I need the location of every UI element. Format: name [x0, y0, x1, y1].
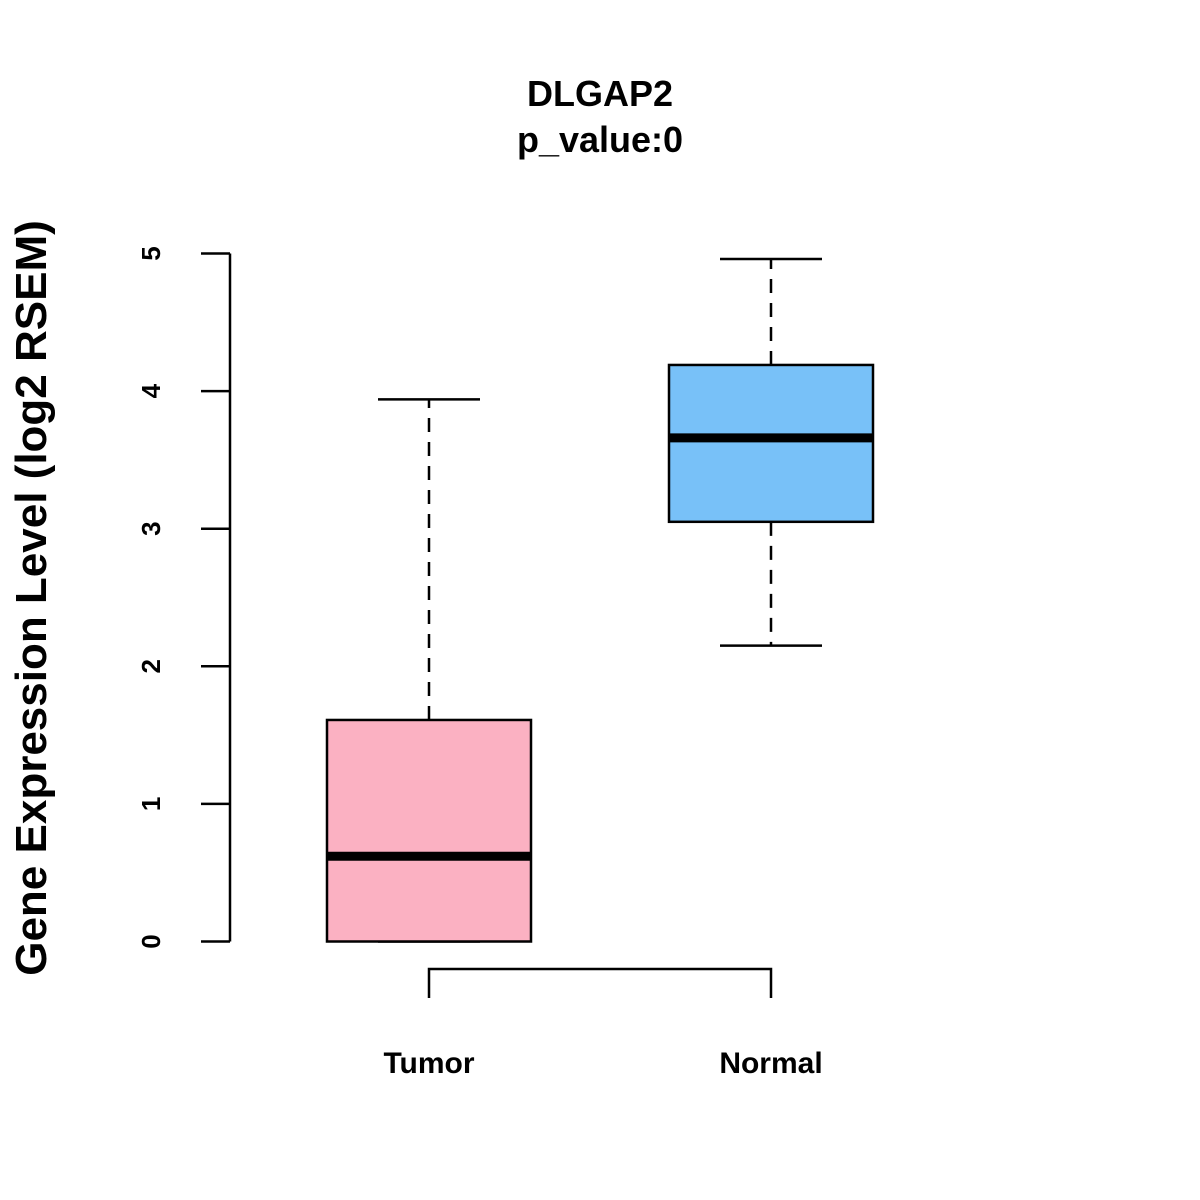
y-tick-label-4: 4: [136, 383, 166, 398]
y-tick-label-0: 0: [136, 934, 166, 948]
normal-box-group: [667, 257, 875, 647]
boxes-group: [325, 257, 875, 943]
y-tick-label-2: 2: [136, 659, 166, 673]
tumor-box-group: [325, 398, 533, 943]
y-tick-label-5: 5: [136, 246, 166, 260]
y-axis-label: Gene Expression Level (log2 RSEM): [7, 220, 56, 976]
chart-subtitle: p_value:0: [517, 119, 683, 160]
x-tick-label-normal: Normal: [719, 1047, 822, 1080]
chart-title: DLGAP2: [527, 73, 673, 114]
normal-box: [667, 363, 875, 524]
x-tick-label-tumor: Tumor: [383, 1047, 474, 1080]
y-tick-label-1: 1: [136, 797, 166, 811]
bracket-line: [427, 967, 773, 998]
tumor-box: [325, 718, 533, 943]
y-tick-label-3: 3: [136, 521, 166, 535]
x-axis-labels: Tumor Normal: [383, 1047, 822, 1080]
y-axis: 0 1 2 3 4 5: [136, 246, 232, 949]
comparison-bracket: [427, 967, 773, 998]
